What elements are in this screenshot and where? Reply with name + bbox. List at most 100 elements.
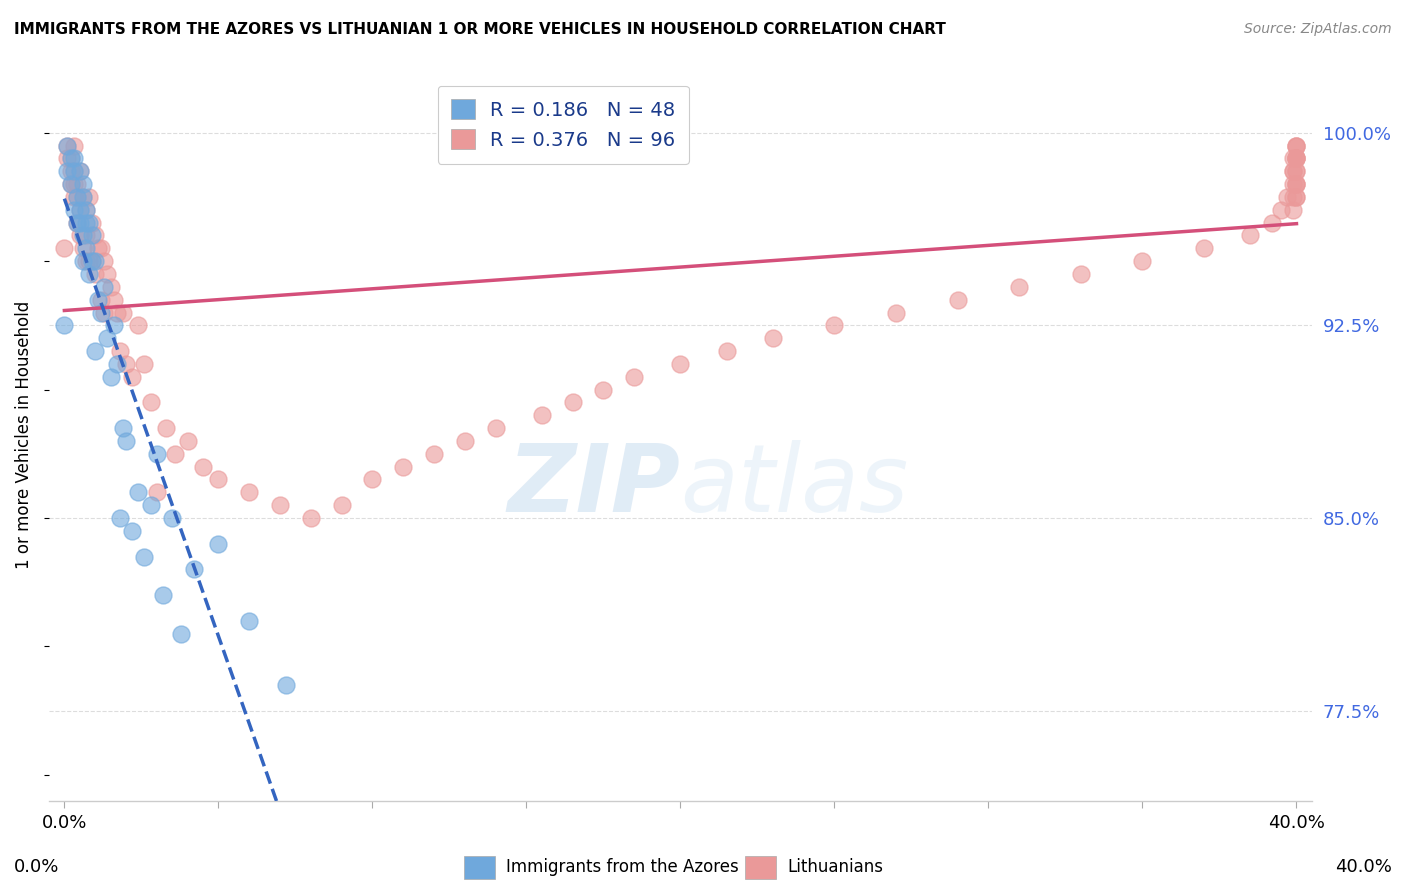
Text: atlas: atlas [681, 441, 908, 532]
Point [90, 241, 112, 255]
Point [165, 447, 187, 461]
Point [1282, 202, 1305, 217]
Point [82, 254, 104, 268]
Point [1285, 177, 1308, 191]
Point [146, 485, 169, 500]
Point [69, 164, 91, 178]
Point [87, 293, 110, 307]
Point [84, 267, 107, 281]
Point [62, 177, 84, 191]
Point [1192, 241, 1215, 255]
Point [66, 190, 89, 204]
Point [299, 511, 322, 525]
Point [276, 678, 298, 692]
Point [108, 344, 131, 359]
Point [93, 254, 115, 268]
Point [1070, 267, 1092, 281]
Point [84, 228, 107, 243]
Point [62, 164, 84, 178]
Point [84, 344, 107, 359]
Text: Immigrants from the Azores: Immigrants from the Azores [506, 858, 740, 876]
Point [1285, 164, 1308, 178]
Point [69, 202, 91, 217]
Point [1282, 177, 1305, 191]
Point [716, 344, 738, 359]
Point [238, 485, 260, 500]
Point [72, 254, 94, 268]
Point [269, 498, 291, 512]
Point [62, 152, 84, 166]
Point [75, 202, 97, 217]
Point [77, 190, 100, 204]
Point [59, 177, 82, 191]
Point [62, 190, 84, 204]
Point [115, 434, 138, 448]
Point [330, 498, 353, 512]
Point [56, 138, 79, 153]
Point [66, 177, 89, 191]
Point [87, 241, 110, 255]
Point [56, 164, 79, 178]
Point [105, 305, 128, 319]
Point [1132, 254, 1154, 268]
Point [103, 318, 125, 333]
Point [207, 473, 229, 487]
Point [72, 241, 94, 255]
Point [75, 254, 97, 268]
Point [62, 202, 84, 217]
Point [146, 447, 169, 461]
Point [75, 241, 97, 255]
Point [77, 267, 100, 281]
Point [139, 498, 162, 512]
Point [1285, 138, 1308, 153]
Text: 40.0%: 40.0% [1336, 858, 1392, 876]
Point [72, 177, 94, 191]
Text: ZIP: ZIP [508, 440, 681, 532]
Point [592, 383, 614, 397]
Point [176, 434, 198, 448]
Point [115, 357, 138, 371]
Y-axis label: 1 or more Vehicles in Household: 1 or more Vehicles in Household [15, 301, 32, 568]
Point [127, 485, 149, 500]
Point [1285, 177, 1308, 191]
Point [1285, 177, 1308, 191]
Point [53, 241, 76, 255]
Point [103, 293, 125, 307]
Point [1282, 190, 1305, 204]
Point [561, 395, 583, 409]
Point [62, 164, 84, 178]
Point [127, 318, 149, 333]
Point [1285, 164, 1308, 178]
Point [100, 369, 122, 384]
Point [134, 357, 156, 371]
Point [66, 216, 89, 230]
Point [238, 614, 260, 628]
Point [59, 164, 82, 178]
Point [96, 331, 118, 345]
Point [530, 409, 553, 423]
Point [93, 305, 115, 319]
Point [72, 190, 94, 204]
Point [105, 357, 128, 371]
Point [183, 562, 205, 576]
Text: IMMIGRANTS FROM THE AZORES VS LITHUANIAN 1 OR MORE VEHICLES IN HOUSEHOLD CORRELA: IMMIGRANTS FROM THE AZORES VS LITHUANIAN… [14, 22, 946, 37]
Point [108, 511, 131, 525]
Text: 0.0%: 0.0% [14, 858, 59, 876]
Point [84, 254, 107, 268]
Point [1285, 152, 1308, 166]
Point [1285, 138, 1308, 153]
Point [152, 588, 174, 602]
Point [93, 280, 115, 294]
Point [1285, 152, 1308, 166]
Point [82, 228, 104, 243]
Point [1282, 152, 1305, 166]
Point [454, 434, 477, 448]
Point [77, 216, 100, 230]
Point [69, 216, 91, 230]
Point [191, 459, 214, 474]
Point [423, 447, 446, 461]
Point [96, 267, 118, 281]
Point [72, 228, 94, 243]
Point [669, 357, 692, 371]
Point [884, 305, 907, 319]
